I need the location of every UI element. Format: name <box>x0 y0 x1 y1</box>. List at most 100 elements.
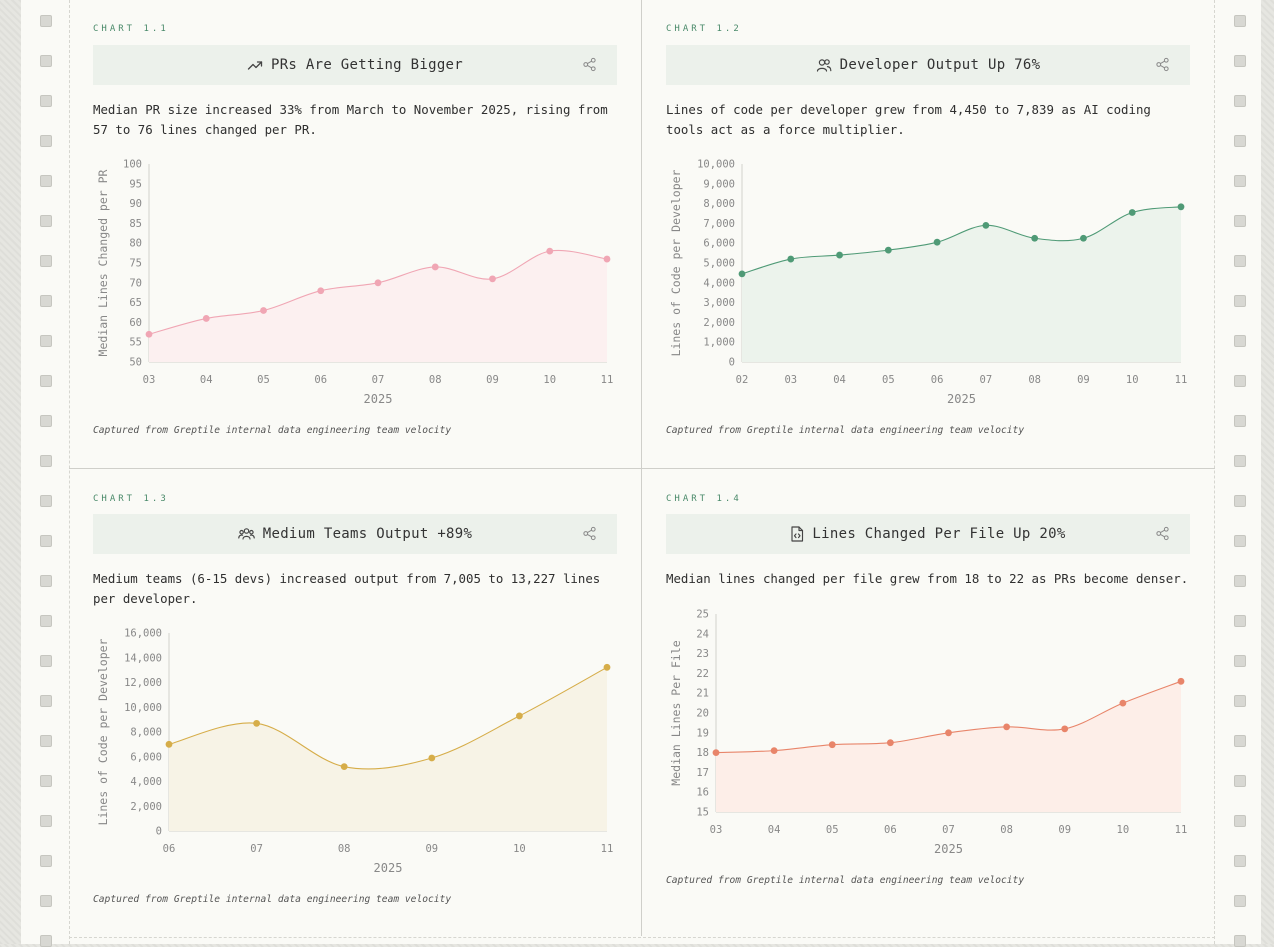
tractor-hole <box>1234 375 1246 387</box>
tractor-hole <box>40 255 52 267</box>
tractor-hole <box>40 655 52 667</box>
y-tick-label: 14,000 <box>124 652 162 664</box>
tractor-hole <box>1234 335 1246 347</box>
y-tick-label: 1,000 <box>703 337 735 349</box>
tractor-hole <box>1234 735 1246 747</box>
x-tick-label: 06 <box>314 374 327 386</box>
y-tick-label: 9,000 <box>703 178 735 190</box>
x-tick-label: 03 <box>710 824 723 836</box>
tractor-hole <box>1234 175 1246 187</box>
tractor-hole <box>1234 95 1246 107</box>
tractor-hole <box>1234 135 1246 147</box>
y-tick-label: 50 <box>129 357 142 369</box>
x-tick-label: 07 <box>250 843 263 855</box>
chart-title-bar: Developer Output Up 76% <box>666 45 1190 85</box>
data-point <box>884 246 892 254</box>
data-point <box>1177 677 1185 685</box>
y-tick-label: 90 <box>129 198 142 210</box>
y-tick-label: 16,000 <box>124 628 162 640</box>
y-axis-label: Median Lines Per File <box>669 640 683 785</box>
y-tick-label: 60 <box>129 317 142 329</box>
chart-caption: Captured from Greptile internal data eng… <box>666 425 1025 436</box>
chart-title: Developer Output Up 76% <box>839 57 1041 73</box>
y-tick-label: 70 <box>129 277 142 289</box>
chart-title: PRs Are Getting Bigger <box>270 57 464 73</box>
data-point <box>253 719 260 727</box>
y-tick-label: 65 <box>129 297 142 309</box>
x-tick-label: 04 <box>768 824 781 836</box>
y-tick-label: 0 <box>729 357 735 369</box>
right-tractor-holes <box>1214 0 1262 947</box>
data-point <box>202 315 210 322</box>
data-point <box>431 263 439 271</box>
x-tick-label: 09 <box>486 374 499 386</box>
share-icon[interactable] <box>1155 526 1170 545</box>
x-axis-label: 2025 <box>934 842 963 856</box>
data-point <box>603 255 611 263</box>
data-point <box>770 747 778 755</box>
y-tick-label: 25 <box>696 609 709 621</box>
chart-title: Medium Teams Output +89% <box>262 526 473 542</box>
data-point <box>738 270 746 278</box>
chart-panel-1-1: CHART 1.1 PRs Are Getting Bigger Median … <box>70 0 641 468</box>
trend-up-icon <box>247 57 263 73</box>
x-tick-label: 10 <box>513 843 526 855</box>
series-line <box>741 206 1182 275</box>
data-point <box>1031 234 1039 242</box>
y-tick-label: 8,000 <box>130 727 162 739</box>
x-tick-label: 04 <box>833 374 846 386</box>
share-icon[interactable] <box>582 526 597 545</box>
tractor-hole <box>1234 215 1246 227</box>
series-area <box>716 681 1181 812</box>
y-tick-label: 16 <box>696 787 709 799</box>
tractor-hole <box>1234 775 1246 787</box>
y-tick-label: 20 <box>696 708 709 720</box>
data-point <box>546 247 554 255</box>
left-margin-line <box>69 0 70 944</box>
series-area <box>169 667 607 831</box>
x-tick-label: 10 <box>543 374 556 386</box>
data-point <box>1061 725 1069 733</box>
data-point <box>1128 209 1136 216</box>
y-tick-label: 80 <box>129 238 142 250</box>
x-tick-label: 11 <box>601 374 614 386</box>
x-axis-label: 2025 <box>364 392 393 406</box>
tractor-hole <box>1234 55 1246 67</box>
y-tick-label: 8,000 <box>703 198 735 210</box>
left-tractor-holes <box>21 0 69 947</box>
x-tick-label: 09 <box>1077 374 1090 386</box>
team-icon <box>237 526 255 542</box>
tractor-hole <box>40 535 52 547</box>
y-tick-label: 22 <box>696 668 709 680</box>
x-tick-label: 09 <box>425 843 438 855</box>
y-tick-label: 2,000 <box>703 317 735 329</box>
tractor-hole <box>40 695 52 707</box>
share-icon[interactable] <box>582 57 597 76</box>
x-tick-label: 08 <box>1028 374 1041 386</box>
x-tick-label: 07 <box>980 374 993 386</box>
tractor-hole <box>1234 935 1246 947</box>
data-point <box>982 221 990 229</box>
data-point <box>886 739 894 747</box>
y-tick-label: 95 <box>129 178 142 190</box>
chart-description: Medium teams (6-15 devs) increased outpu… <box>93 571 601 606</box>
x-tick-label: 05 <box>882 374 895 386</box>
tractor-hole <box>40 295 52 307</box>
y-tick-label: 24 <box>696 628 709 640</box>
chart-svg: 0 1,000 2,000 3,000 4,000 5,000 6,000 7,000 8,00… <box>669 159 1187 407</box>
x-tick-label: 05 <box>257 374 270 386</box>
y-tick-label: 17 <box>696 767 709 779</box>
data-point <box>787 255 795 263</box>
share-icon[interactable] <box>1155 57 1170 76</box>
x-tick-label: 11 <box>1175 824 1188 836</box>
tractor-hole <box>1234 575 1246 587</box>
data-point <box>317 287 325 295</box>
chart-svg: 50 55 60 65 70 75 80 85 90 95 100 03 04 05 06 07 08 09 10 1… <box>96 159 614 407</box>
chart-description: Median lines changed per file grew from … <box>666 571 1189 586</box>
tractor-hole <box>40 775 52 787</box>
x-tick-label: 08 <box>338 843 351 855</box>
x-tick-label: 07 <box>942 824 955 836</box>
tractor-hole <box>40 855 52 867</box>
series-area <box>149 250 607 362</box>
y-tick-label: 10,000 <box>697 159 735 171</box>
